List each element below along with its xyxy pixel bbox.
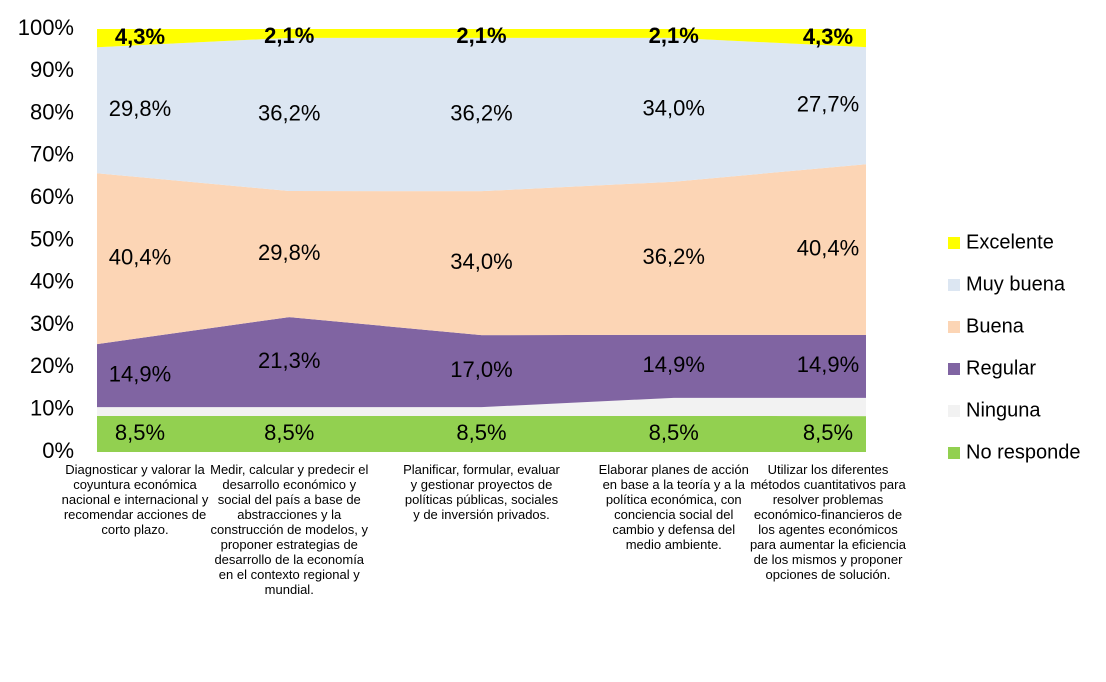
data-label: 40,4% [797,235,859,260]
y-tick-label: 70% [30,142,74,167]
data-label: 8,5% [803,420,853,445]
area [97,37,866,192]
data-label: 8,5% [649,420,699,445]
data-label: 40,4% [109,245,171,270]
x-tick-label: Utilizar los diferentes métodos cuantita… [749,462,907,582]
data-label: 2,1% [456,23,506,48]
data-label: 36,2% [643,244,705,269]
data-label: 14,9% [797,352,859,377]
legend-label: Buena [966,315,1025,337]
legend-label: Regular [966,357,1036,379]
data-label: 34,0% [643,96,705,121]
area [97,317,866,408]
data-label: 8,5% [456,420,506,445]
data-label: 4,3% [115,24,165,49]
x-tick-label: Diagnosticar y valorar la coyuntura econ… [61,462,209,537]
area [97,29,866,48]
legend-swatch [948,321,960,333]
legend-swatch [948,405,960,417]
area [97,397,866,417]
legend-swatch [948,279,960,291]
data-label: 21,3% [258,348,320,373]
y-tick-label: 60% [30,184,74,209]
area [97,416,866,452]
data-label: 2,1% [649,23,699,48]
data-label: 36,2% [450,100,512,125]
data-label: 29,8% [258,240,320,265]
y-tick-label: 20% [30,353,74,378]
y-tick-label: 30% [30,311,74,336]
legend-label: No responde [966,441,1081,463]
data-label: 14,9% [109,361,171,386]
y-tick-label: 10% [30,396,74,421]
legend-swatch [948,447,960,459]
data-label: 2,1% [264,23,314,48]
data-label: 4,3% [803,24,853,49]
y-tick-label: 40% [30,269,74,294]
legend-label: Excelente [966,231,1054,253]
y-tick-label: 80% [30,99,74,124]
legend-label: Muy buena [966,273,1066,295]
area [97,164,866,345]
data-label: 29,8% [109,96,171,121]
data-label: 8,5% [115,420,165,445]
y-tick-label: 50% [30,226,74,251]
x-tick-label: Planificar, formular, evaluar y gestiona… [403,462,560,522]
legend-swatch [948,363,960,375]
data-label: 17,0% [450,357,512,382]
data-label: 36,2% [258,100,320,125]
data-label: 8,5% [264,420,314,445]
data-label: 34,0% [450,249,512,274]
data-label: 27,7% [797,92,859,117]
legend-label: Ninguna [966,399,1041,421]
y-tick-label: 100% [18,15,74,40]
x-tick-label: Elaborar planes de acción en base a la t… [598,462,749,552]
legend-swatch [948,237,960,249]
y-tick-label: 90% [30,57,74,82]
data-label: 14,9% [643,352,705,377]
x-tick-label: Medir, calcular y predecir el desarrollo… [210,462,369,597]
y-tick-label: 0% [42,438,74,463]
